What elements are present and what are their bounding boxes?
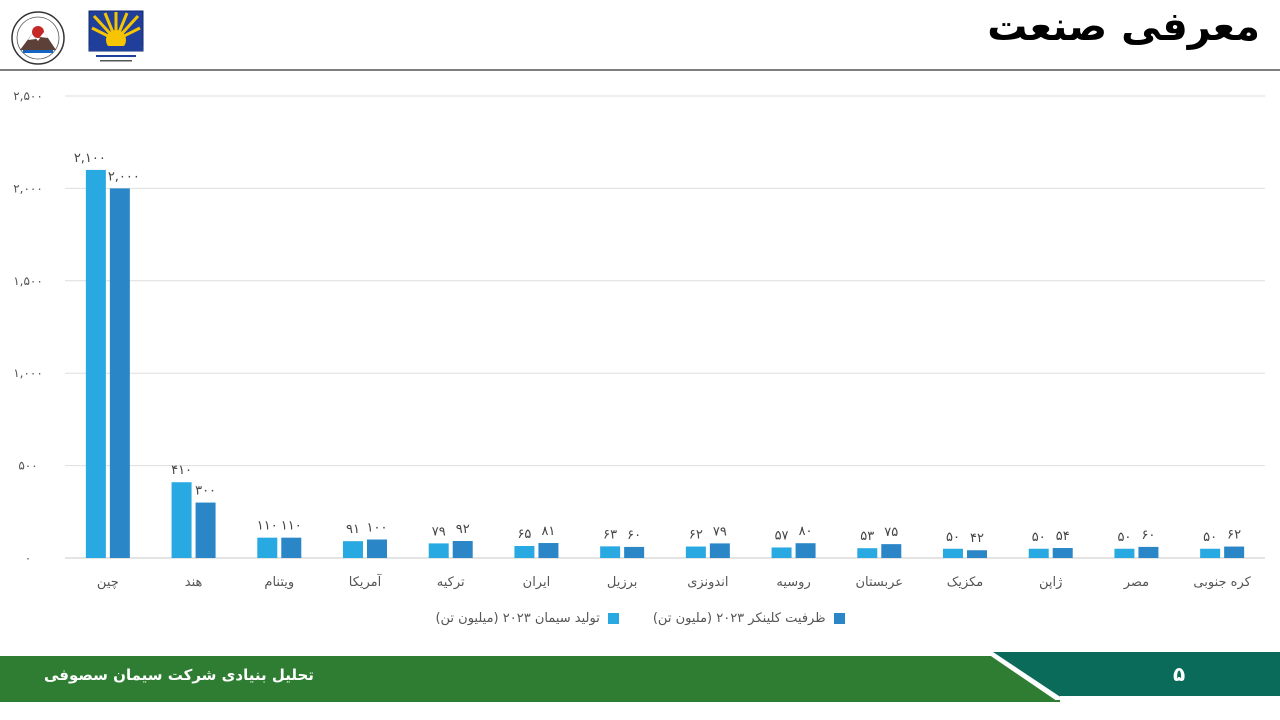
bar-production (343, 541, 363, 558)
x-tick-label: آمریکا (349, 573, 383, 590)
bar-capacity (452, 540, 473, 558)
x-tick-label: ژاپن (1039, 575, 1062, 590)
x-tick-label: عربستان (855, 575, 903, 590)
bar-production (685, 546, 706, 558)
slide-footer: تحلیل بنیادی شرکت سیمان سصوفی ۵ (0, 652, 1280, 704)
data-label: ۷۹ (713, 524, 727, 539)
data-label: ۹۲ (456, 522, 470, 537)
data-label: ۷۵ (884, 525, 898, 540)
gridlines (65, 95, 1265, 559)
bar-production (1200, 548, 1221, 558)
data-label: ۶۵ (517, 527, 531, 542)
slide-header: معرفی صنعت (0, 0, 1280, 72)
data-label: ۲,۱۰۰ (74, 151, 106, 166)
bar-capacity (109, 188, 130, 558)
data-label: ۵۰ (1117, 530, 1131, 545)
y-tick-label: ۱,۵۰۰ (13, 274, 43, 288)
bar-capacity (795, 543, 816, 558)
data-label: ۱۱۰ (281, 519, 302, 534)
data-label: ۶۰ (627, 528, 641, 543)
bar-production (600, 546, 621, 558)
data-label: ۵۷ (775, 528, 789, 543)
data-label: ۶۲ (689, 528, 703, 543)
bar-production (857, 548, 878, 558)
data-label: ۴۱۰ (171, 463, 192, 478)
bar-capacity (624, 546, 645, 558)
legend-swatch-production (607, 612, 619, 624)
bar-production (771, 547, 792, 558)
chart-legend: ظرفیت کلینکر ۲۰۲۳ (ملیون تن) تولید سیمان… (0, 606, 1280, 630)
bar-capacity (538, 543, 559, 558)
data-label: ۶۰ (1141, 528, 1155, 543)
legend-item-production: تولید سیمان ۲۰۲۳ (میلیون تن) (435, 606, 619, 630)
data-label: ۵۰ (1032, 530, 1046, 545)
bar-production (171, 482, 192, 558)
data-label: ۷۹ (432, 524, 446, 539)
x-tick-label: کره جنوبی (1193, 575, 1251, 590)
bar-production (1114, 548, 1135, 558)
page-number: ۵ (1173, 662, 1186, 686)
x-axis-ticks: چین هند ویتنام آمریکا ترکیه ایران برزیل اندونزی… (97, 573, 1252, 590)
x-tick-label: چین (97, 575, 119, 590)
x-tick-label: برزیل (607, 575, 638, 590)
footer-title: تحلیل بنیادی شرکت سیمان سصوفی (44, 666, 314, 684)
y-tick-label: ۲,۰۰۰ (13, 181, 43, 195)
x-tick-label: ایران (523, 575, 551, 590)
data-label: ۶۳ (603, 527, 617, 542)
bar-production (85, 169, 106, 559)
y-tick-label: ۱,۰۰۰ (13, 366, 43, 380)
x-tick-label: اندونزی (687, 575, 728, 590)
data-label: ۵۴ (1056, 529, 1070, 544)
bar-capacity (1138, 546, 1159, 558)
data-label: ۲,۰۰۰ (108, 169, 140, 184)
header-divider (0, 69, 1280, 71)
bar-production (1028, 548, 1049, 558)
data-label: ۵۰ (946, 530, 960, 545)
bar-capacity (367, 539, 387, 558)
legend-label-production: تولید سیمان ۲۰۲۳ (میلیون تن) (435, 610, 600, 626)
y-tick-label: ۲,۵۰۰ (13, 89, 43, 103)
bar-production (514, 545, 535, 558)
bar-capacity (1224, 546, 1245, 558)
data-label: ۸۱ (541, 524, 555, 539)
data-label: ۱۱۰ (257, 519, 278, 534)
bar-capacity (967, 550, 987, 558)
data-label: ۵۳ (860, 529, 874, 544)
x-tick-label: مکزیک (947, 575, 984, 590)
bars (85, 169, 1245, 559)
company-seal-logo (10, 10, 66, 66)
data-label: ۵۰ (1203, 530, 1217, 545)
bar-capacity (709, 543, 730, 558)
company-sun-logo (88, 10, 144, 66)
data-label: ۳۰۰ (195, 484, 216, 499)
data-label: ۸۰ (799, 524, 813, 539)
y-axis-ticks: ۰ ۵۰۰ ۱,۰۰۰ ۱,۵۰۰ ۲,۰۰۰ ۲,۵۰۰ (13, 89, 43, 565)
bar-capacity (195, 502, 216, 558)
data-label: ۴۲ (970, 531, 984, 546)
x-tick-label: ترکیه (437, 575, 465, 590)
bar-production (428, 543, 449, 558)
page-title: معرفی صنعت (987, 4, 1260, 50)
bar-capacity (1052, 548, 1073, 558)
data-label: ۹۱ (346, 522, 360, 537)
data-label: ۶۲ (1227, 528, 1241, 543)
legend-item-capacity: ظرفیت کلینکر ۲۰۲۳ (ملیون تن) (653, 606, 845, 630)
bar-production (257, 537, 278, 558)
data-label: ۱۰۰ (367, 521, 388, 536)
legend-swatch-capacity (833, 612, 845, 624)
bar-capacity (881, 544, 902, 558)
legend-label-capacity: ظرفیت کلینکر ۲۰۲۳ (ملیون تن) (652, 610, 826, 626)
bar-capacity (281, 537, 302, 558)
y-tick-label: ۰ (25, 551, 31, 565)
x-tick-label: هند (185, 575, 203, 590)
footer-green-band (0, 656, 1060, 702)
x-tick-label: روسیه (776, 575, 810, 590)
bar-production (943, 548, 963, 558)
x-tick-label: مصر (1123, 575, 1149, 590)
x-tick-label: ویتنام (264, 575, 294, 590)
y-tick-label: ۵۰۰ (18, 459, 37, 473)
